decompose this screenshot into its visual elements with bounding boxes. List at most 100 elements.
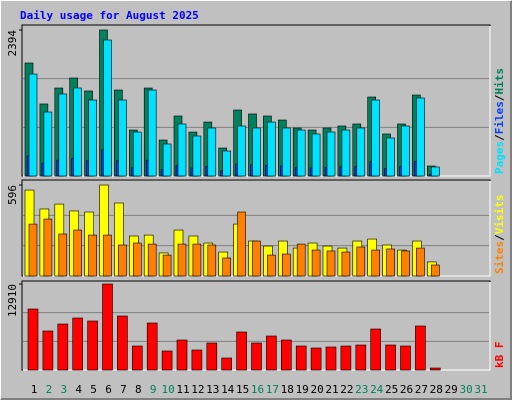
bar <box>207 127 217 177</box>
bar <box>326 131 336 177</box>
bar <box>401 250 410 277</box>
bar <box>191 349 203 371</box>
x-tick-label: 27 <box>415 383 428 396</box>
bar <box>103 234 112 277</box>
x-tick-label: 13 <box>206 383 219 396</box>
bar <box>192 135 202 177</box>
bar <box>356 246 366 277</box>
bar <box>58 93 68 177</box>
bar <box>161 350 173 371</box>
bar <box>73 87 82 177</box>
bar <box>28 73 38 177</box>
bar <box>430 166 440 177</box>
bar <box>341 129 351 177</box>
bar <box>177 243 187 277</box>
bar <box>400 345 411 371</box>
bar <box>281 253 291 277</box>
legend-separator: / <box>493 134 506 141</box>
x-tick-label: 6 <box>105 383 112 396</box>
bar <box>132 345 143 371</box>
bar <box>325 346 337 371</box>
legend-entry: Hits <box>493 68 506 95</box>
x-tick-label: 5 <box>90 383 97 396</box>
legend: Pages/Files/Hits <box>493 68 506 174</box>
bar <box>311 249 321 277</box>
x-tick-label: 14 <box>221 383 235 396</box>
bar <box>162 254 172 277</box>
x-tick-label: 9 <box>150 383 157 396</box>
bar <box>401 125 410 177</box>
legend-entry: Visits <box>493 195 506 235</box>
bar <box>416 97 425 177</box>
bar <box>87 320 98 371</box>
bar <box>162 143 172 177</box>
bar <box>310 347 322 371</box>
bar <box>206 342 218 371</box>
bar <box>222 257 231 277</box>
bar <box>326 250 336 277</box>
bar <box>385 344 396 371</box>
legend-entry: Sites <box>493 241 506 274</box>
bar <box>118 99 127 177</box>
bar <box>147 89 157 177</box>
bar <box>236 331 247 371</box>
bar <box>207 244 217 277</box>
bar <box>177 123 187 177</box>
bar <box>57 323 69 371</box>
x-tick-label: 31 <box>474 383 487 396</box>
bar <box>296 243 306 277</box>
bar <box>251 342 262 371</box>
legend-entry: Files <box>493 101 506 134</box>
x-tick-label: 22 <box>340 383 353 396</box>
x-tick-label: 3 <box>60 383 67 396</box>
bar <box>340 345 352 371</box>
x-tick-label: 21 <box>325 383 338 396</box>
x-tick-label: 25 <box>385 383 398 396</box>
x-tick-label: 28 <box>430 383 443 396</box>
bar <box>28 223 38 277</box>
bar <box>386 137 395 177</box>
x-tick-label: 23 <box>355 383 368 396</box>
bar <box>371 249 381 277</box>
bar <box>133 131 142 177</box>
bar <box>311 133 321 177</box>
x-tick-label: 10 <box>161 383 174 396</box>
x-tick-label: 30 <box>459 383 472 396</box>
bar <box>72 317 83 371</box>
x-tick-label: 12 <box>191 383 204 396</box>
y-tick-label: 2394 <box>6 30 19 57</box>
bar <box>371 99 381 177</box>
bar <box>416 247 425 277</box>
bar <box>118 244 127 277</box>
legend: kB F <box>493 342 506 369</box>
bar <box>58 233 68 277</box>
bar <box>341 251 351 277</box>
x-tick-label: 8 <box>135 383 142 396</box>
legend: Sites/Visits <box>493 195 506 275</box>
bar <box>295 345 307 371</box>
x-tick-label: 16 <box>251 383 264 396</box>
bar <box>146 322 158 371</box>
bar <box>43 218 53 277</box>
x-tick-label: 11 <box>176 383 189 396</box>
bar <box>102 283 113 371</box>
x-tick-label: 19 <box>296 383 309 396</box>
bar <box>88 99 97 177</box>
bar <box>370 328 382 371</box>
bar <box>192 243 202 277</box>
bar <box>27 308 39 371</box>
legend-entry: Pages <box>493 141 506 174</box>
y-tick-label: 12910 <box>6 284 19 317</box>
bar <box>281 127 291 177</box>
bar <box>415 325 426 371</box>
bar <box>237 211 246 277</box>
bar <box>117 315 128 371</box>
x-tick-label: 29 <box>445 383 458 396</box>
x-tick-label: 7 <box>120 383 127 396</box>
x-tick-label: 17 <box>266 383 279 396</box>
bar <box>267 121 276 177</box>
bar <box>356 127 366 177</box>
x-tick-label: 24 <box>370 383 384 396</box>
